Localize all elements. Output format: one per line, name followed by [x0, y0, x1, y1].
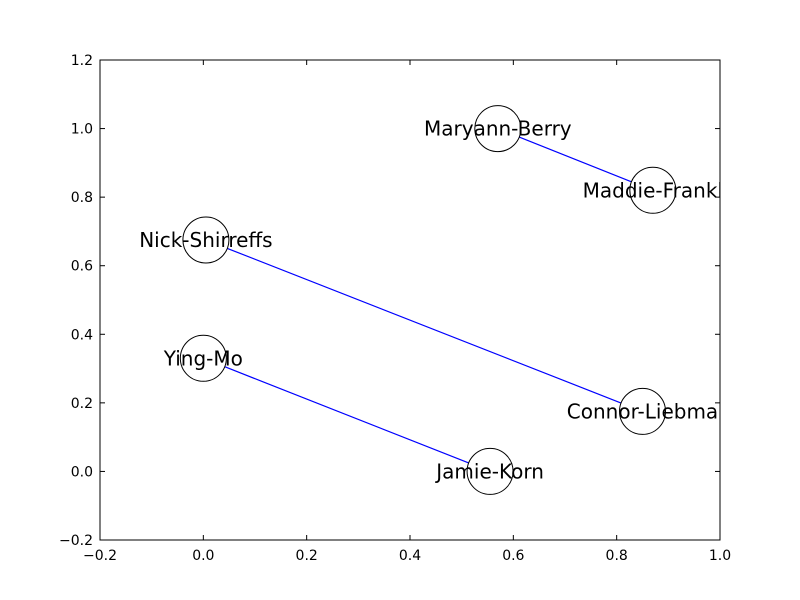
nodes-layer: [179, 105, 677, 495]
y-tick-label: 0.6: [71, 259, 93, 275]
node-maryann: [474, 105, 522, 153]
edge-ying-jamie: [224, 366, 469, 464]
y-tick-label: 0.4: [71, 327, 93, 343]
node-jamie: [466, 447, 514, 495]
edge-nick-connor: [227, 247, 622, 404]
axes-frame: [99, 59, 721, 541]
y-tick-label: 1.0: [71, 122, 93, 138]
x-tick-label: −0.2: [83, 548, 117, 564]
x-tick-label: 0.8: [606, 548, 628, 564]
y-tick-label: 0.0: [71, 464, 93, 480]
x-tick-label: 0.4: [399, 548, 421, 564]
x-tick-label: 0.0: [192, 548, 214, 564]
edges-layer: [224, 136, 632, 464]
x-tick-label: 1.0: [709, 548, 731, 564]
node-labels-layer: Maryann-Berry Maddie-Frankl Nick-Shirreffs…: [139, 117, 723, 484]
y-tick-label: 0.2: [71, 396, 93, 412]
y-tick-label: −0.2: [59, 533, 93, 549]
node-connor: [619, 387, 666, 435]
node-label-connor: Connor-Liebma: [567, 399, 718, 423]
node-label-nick: Nick-Shirreffs: [139, 228, 272, 252]
edge-maryann-maddie: [518, 136, 632, 183]
x-tick-label: 0.2: [296, 548, 318, 564]
node-nick: [182, 216, 230, 264]
ticks-layer: −0.2 0.0 0.2 0.4 0.6 0.8 1.0 −0.2 0.0 0.2 0.4 0.6 0.…: [59, 53, 731, 564]
node-maddie: [629, 166, 677, 214]
node-label-jamie: Jamie-Korn: [434, 459, 544, 483]
node-label-maryann: Maryann-Berry: [424, 117, 572, 141]
node-label-ying: Ying-Mo: [163, 346, 243, 370]
node-ying: [179, 334, 227, 382]
y-tick-label: 1.2: [71, 53, 93, 69]
x-tick-label: 0.6: [502, 548, 524, 564]
y-tick-label: 0.8: [71, 190, 93, 206]
node-label-maddie: Maddie-Frankl: [583, 178, 723, 202]
